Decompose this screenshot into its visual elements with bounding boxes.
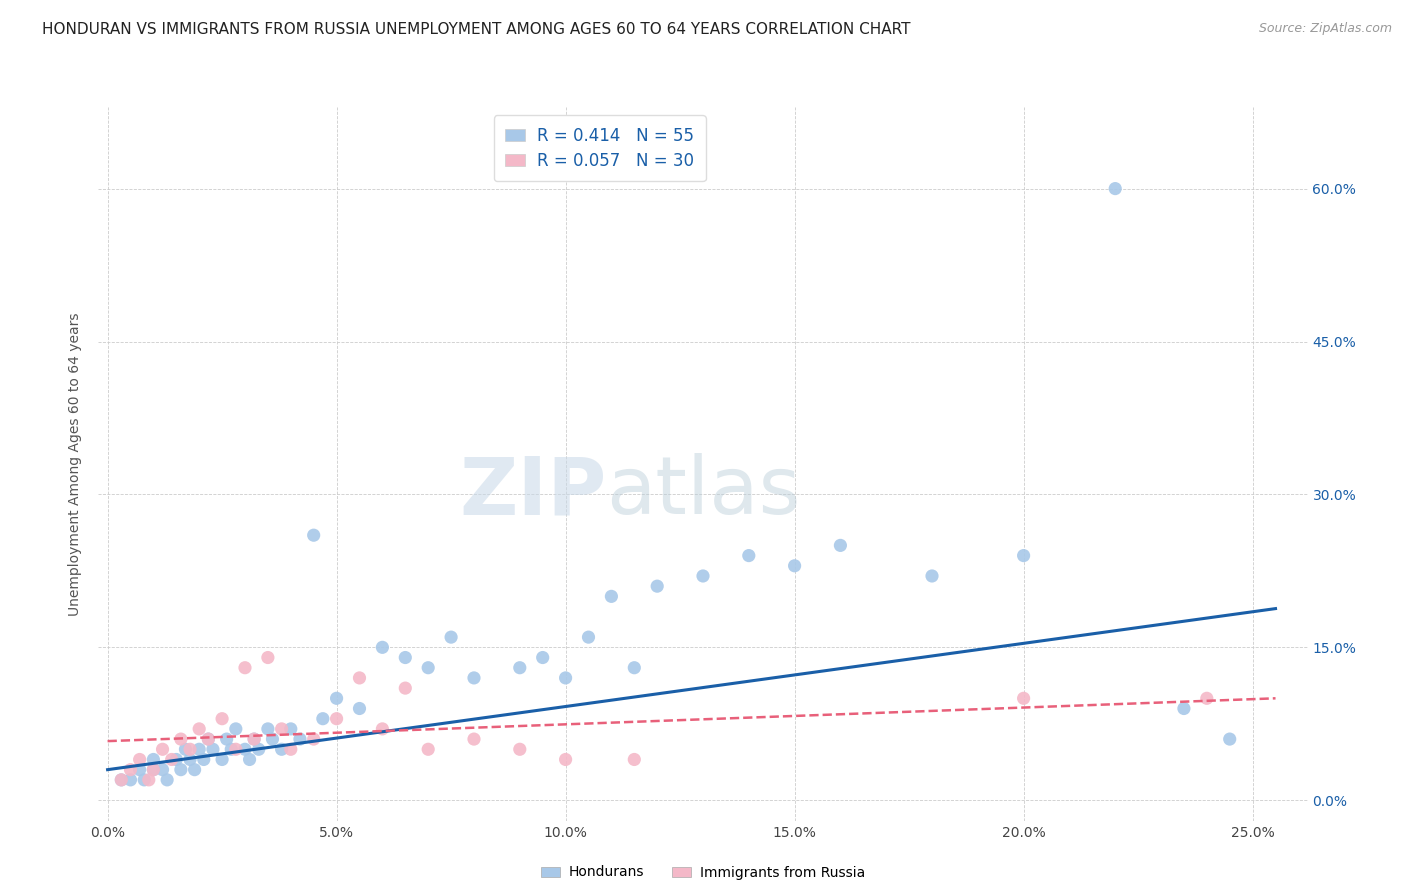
Point xyxy=(1173,701,1195,715)
Point xyxy=(243,732,266,747)
Point xyxy=(325,691,347,706)
Point xyxy=(1012,691,1035,706)
Point xyxy=(142,763,165,777)
Point xyxy=(371,640,394,655)
Point xyxy=(160,752,183,766)
Point xyxy=(165,752,187,766)
Point xyxy=(280,742,302,756)
Point xyxy=(554,671,576,685)
Point xyxy=(325,712,347,726)
Point xyxy=(233,742,256,756)
Point xyxy=(645,579,668,593)
Point xyxy=(418,742,440,756)
Point xyxy=(262,732,284,747)
Point xyxy=(170,732,193,747)
Point xyxy=(211,712,233,726)
Point xyxy=(201,742,224,756)
Point xyxy=(1195,691,1218,706)
Point xyxy=(288,732,311,747)
Point xyxy=(219,742,242,756)
Point xyxy=(1104,181,1126,195)
Point xyxy=(188,742,211,756)
Point xyxy=(440,630,463,644)
Y-axis label: Unemployment Among Ages 60 to 64 years: Unemployment Among Ages 60 to 64 years xyxy=(69,312,83,615)
Point xyxy=(623,661,645,675)
Point xyxy=(128,752,150,766)
Point xyxy=(270,742,292,756)
Point xyxy=(179,742,201,756)
Point xyxy=(134,772,156,787)
Point xyxy=(1219,732,1241,747)
Point xyxy=(509,742,531,756)
Point xyxy=(193,752,215,766)
Point xyxy=(142,763,165,777)
Point xyxy=(830,538,852,552)
Point xyxy=(349,671,371,685)
Point xyxy=(197,732,219,747)
Point xyxy=(211,752,233,766)
Text: atlas: atlas xyxy=(606,453,800,532)
Point xyxy=(128,763,150,777)
Legend: Hondurans, Immigrants from Russia: Hondurans, Immigrants from Russia xyxy=(536,860,870,885)
Point xyxy=(738,549,761,563)
Point xyxy=(110,772,132,787)
Point xyxy=(188,722,211,736)
Point xyxy=(463,671,485,685)
Point xyxy=(225,722,247,736)
Point xyxy=(394,650,416,665)
Text: Source: ZipAtlas.com: Source: ZipAtlas.com xyxy=(1258,22,1392,36)
Point xyxy=(783,558,806,573)
Point xyxy=(531,650,554,665)
Point xyxy=(138,772,160,787)
Point xyxy=(509,661,531,675)
Point xyxy=(554,752,576,766)
Point xyxy=(371,722,394,736)
Point xyxy=(152,763,174,777)
Point xyxy=(418,661,440,675)
Point xyxy=(349,701,371,715)
Point xyxy=(197,732,219,747)
Point xyxy=(600,590,623,604)
Point xyxy=(142,752,165,766)
Point xyxy=(120,763,142,777)
Point xyxy=(120,772,142,787)
Point xyxy=(302,528,325,542)
Point xyxy=(578,630,600,644)
Point xyxy=(152,742,174,756)
Point xyxy=(179,752,201,766)
Point xyxy=(921,569,943,583)
Point xyxy=(239,752,262,766)
Point xyxy=(463,732,485,747)
Point xyxy=(110,772,132,787)
Point xyxy=(156,772,179,787)
Point xyxy=(302,732,325,747)
Point xyxy=(174,742,197,756)
Point xyxy=(270,722,292,736)
Point xyxy=(280,722,302,736)
Point xyxy=(623,752,645,766)
Point xyxy=(257,722,280,736)
Point xyxy=(257,650,280,665)
Text: HONDURAN VS IMMIGRANTS FROM RUSSIA UNEMPLOYMENT AMONG AGES 60 TO 64 YEARS CORREL: HONDURAN VS IMMIGRANTS FROM RUSSIA UNEMP… xyxy=(42,22,911,37)
Point xyxy=(312,712,335,726)
Point xyxy=(225,742,247,756)
Point xyxy=(247,742,270,756)
Point xyxy=(215,732,238,747)
Point xyxy=(692,569,714,583)
Point xyxy=(233,661,256,675)
Text: ZIP: ZIP xyxy=(458,453,606,532)
Point xyxy=(170,763,193,777)
Point xyxy=(183,763,205,777)
Point xyxy=(243,732,266,747)
Point xyxy=(1012,549,1035,563)
Point xyxy=(394,681,416,695)
